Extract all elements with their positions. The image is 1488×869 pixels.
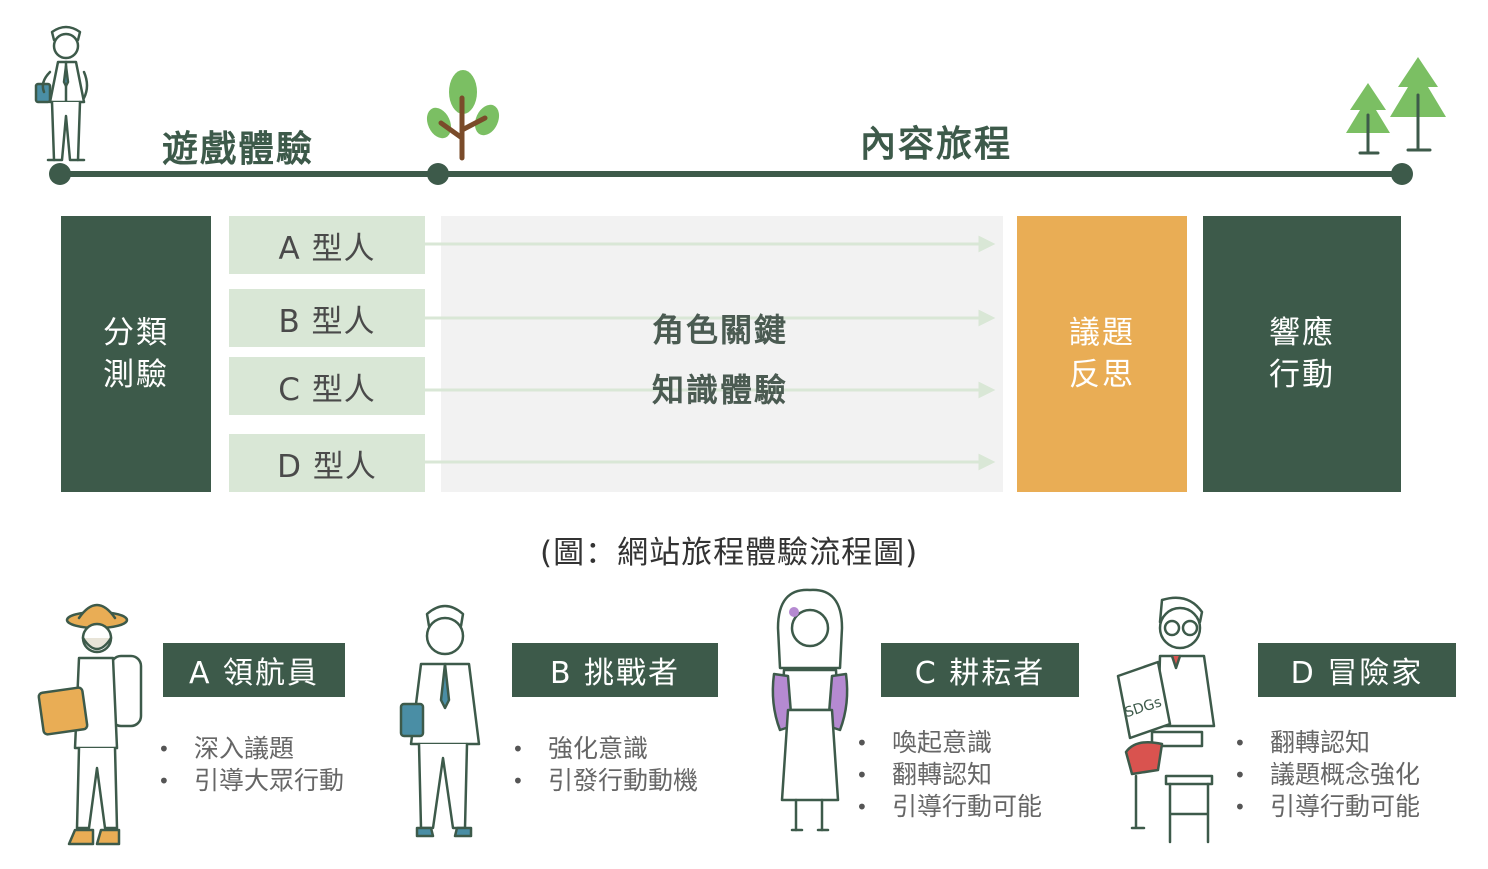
respond-action-box: 響應 行動 [1203,216,1401,492]
persona-d-bullets: 翻轉認知 議題概念強化 引導行動可能 [1234,727,1420,823]
type-a-box: A 型人 [229,216,425,274]
persona-c-bullets: 喚起意識 翻轉認知 引導行動可能 [856,727,1042,823]
stage-content-journey: 內容旅程 [860,124,1013,165]
classify-test-label: 分類 測驗 [103,315,169,393]
timeline-start-dot [49,163,71,185]
classify-test-box: 分類 測驗 [61,216,211,492]
hiker-icon [37,603,143,846]
knowledge-experience-label: 知識體驗 [651,371,788,409]
timeline-end-dot [1391,163,1413,185]
persona-c-title: C 耕耘者 [881,643,1079,697]
role-key-label: 角色關鍵 [651,311,788,349]
list-item: 引導行動可能 [1234,791,1420,823]
timeline-line [60,171,1403,177]
stage-game-experience: 遊戲體驗 [162,129,315,170]
persona-b-bullets: 強化意識 引發行動動機 [512,733,698,797]
list-item: 引發行動動機 [512,765,698,797]
issue-reflection-label: 議題 反思 [1069,315,1135,393]
role-knowledge-area [441,216,1003,492]
figure-caption: (圖：網站旅程體驗流程圖) [540,535,919,571]
traveler-man-icon [34,25,89,162]
persona-b-title: B 挑戰者 [512,643,718,697]
respond-action-label: 響應 行動 [1269,315,1335,393]
flow-arrows [425,235,996,471]
type-d-box: D 型人 [229,434,425,492]
list-item: 強化意識 [512,733,698,765]
type-c-box: C 型人 [229,357,425,415]
issue-reflection-box: 議題 反思 [1017,216,1187,492]
list-item: 引導大眾行動 [158,765,344,797]
pine-trees-icon [1346,57,1446,155]
list-item: 翻轉認知 [856,759,1042,791]
list-item: 引導行動可能 [856,791,1042,823]
type-b-box: B 型人 [229,289,425,347]
list-item: 議題概念強化 [1234,759,1420,791]
sprout-tree-icon [426,70,500,161]
role-knowledge-text: 角色關鍵 知識體驗 [600,300,840,420]
reading-man-icon: SDGs [1116,596,1216,844]
persona-d-title: D 冒險家 [1258,643,1456,697]
timeline-mid-dot [427,163,449,185]
list-item: 翻轉認知 [1234,727,1420,759]
woman-icon [771,588,849,832]
list-item: 深入議題 [158,733,344,765]
persona-a-bullets: 深入議題 引導大眾行動 [158,733,344,797]
list-item: 喚起意識 [856,727,1042,759]
persona-a-title: A 領航員 [163,643,345,697]
businessman-icon [399,604,481,838]
